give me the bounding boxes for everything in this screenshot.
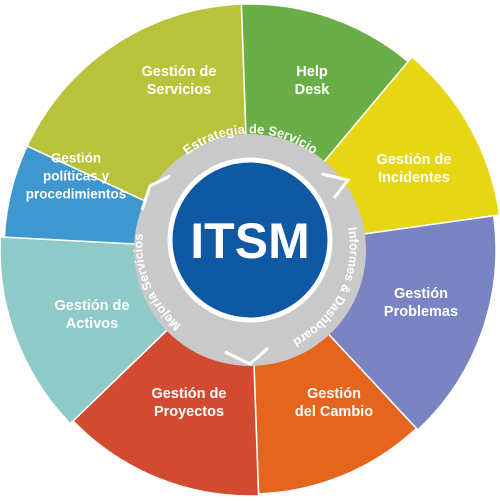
center-circle <box>167 157 333 323</box>
segment-label-5: Gestión de Proyectos <box>152 386 227 420</box>
segment-label-3: Gestión Problemas <box>384 286 458 320</box>
ring-divider-top-right <box>321 172 351 199</box>
segment-label-line: Gestión de <box>152 386 227 402</box>
segment-label-line: Incidentes <box>378 170 450 186</box>
segment-label-line: del Cambio <box>295 404 373 420</box>
segment-label-line: Gestión de <box>377 152 452 168</box>
segment-label-line: Gestión <box>394 286 448 302</box>
segment-label-line: Activos <box>66 316 118 332</box>
segment-label-line: Servicios <box>147 82 212 98</box>
segment-label-2: Gestión de Incidentes <box>377 152 452 186</box>
segment-label-line: Gestión de <box>55 298 130 314</box>
segment-label-line: Gestión de <box>142 64 217 80</box>
segment-label-6: Gestión de Activos <box>55 298 130 332</box>
segment-label-1: Help Desk <box>295 64 331 98</box>
segment-label-line: Help <box>296 64 328 80</box>
ring-divider-bottom <box>224 346 269 366</box>
segment-label-line: Gestión <box>307 386 361 402</box>
segment-label-line: Proyectos <box>154 404 224 420</box>
center-badge: ITSM <box>167 157 333 323</box>
segment-label-line: Gestión <box>51 151 101 166</box>
center-label: ITSM <box>190 213 309 269</box>
segment-label-7: Gestión políticas y procedimientos <box>26 151 127 202</box>
segment-label-line: Desk <box>295 82 331 98</box>
segment-label-line: procedimientos <box>26 187 127 202</box>
segment-label-0: Gestión de Servicios <box>142 64 217 98</box>
segment-label-line: políticas y <box>43 169 110 184</box>
ring-divider-top-left <box>140 174 171 211</box>
segment-label-4: Gestión del Cambio <box>295 386 373 420</box>
segment-label-line: Problemas <box>384 304 458 320</box>
